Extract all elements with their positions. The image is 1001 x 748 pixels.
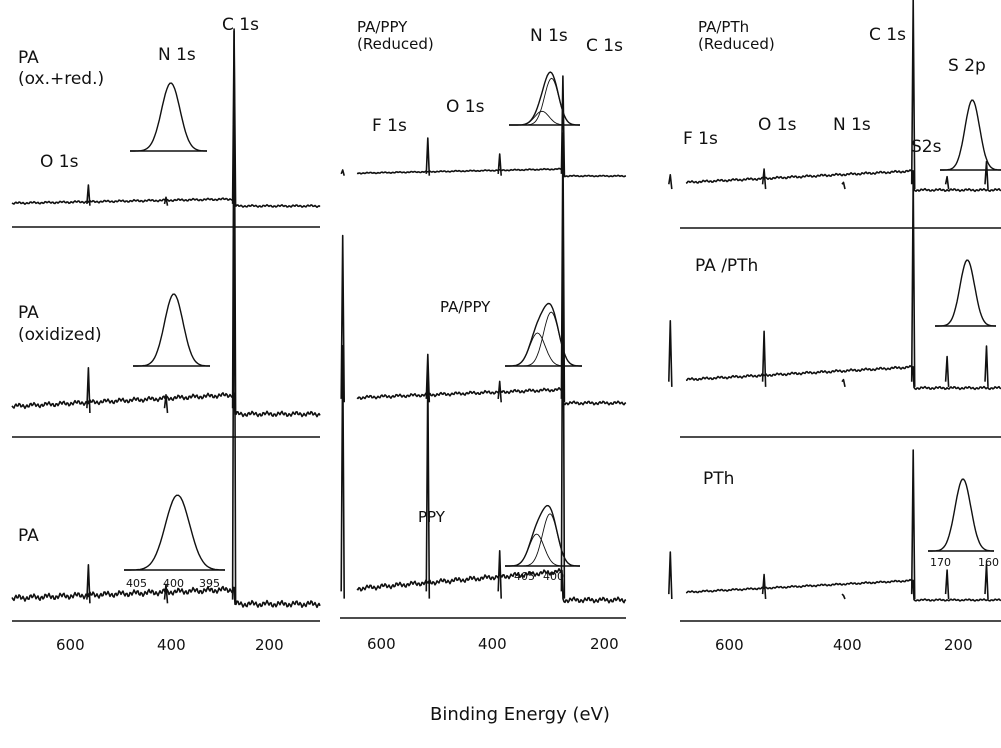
left-panel3-inset: 405 400 395 [124, 494, 226, 590]
mid-panel2-inset-component-1 [505, 332, 582, 367]
mid-panel2-plot [340, 132, 627, 406]
mid-panel3-inset: 405 400 [505, 504, 580, 583]
mid-f1s-label: F 1s [372, 116, 407, 136]
right-panel1-trace [668, 0, 1001, 193]
left-xtick-400: 400 [157, 636, 186, 654]
mid-inset-tick-405: 405 [514, 570, 535, 583]
right-panel3-title: PTh [703, 469, 734, 489]
left-panel3-title-line1: PA [18, 526, 39, 546]
mid-panel1-inset [509, 71, 580, 126]
left-panel3-inset-envelope [124, 494, 226, 571]
right-panel2-inset [935, 259, 997, 327]
right-xtick-600: 600 [715, 636, 744, 654]
mid-panel1-title-line2: (Reduced) [357, 35, 434, 53]
left-n1s-label: N 1s [158, 45, 196, 65]
left-panel2-plot [11, 28, 321, 438]
mid-c1s-label: C 1s [586, 36, 623, 56]
left-xtick-200: 200 [255, 636, 284, 654]
mid-panel3-trace [340, 189, 627, 604]
mid-xtick-200: 200 [590, 635, 619, 653]
x-axis-title: Binding Energy (eV) [430, 704, 610, 725]
mid-panel1-trace [340, 75, 627, 178]
mid-panel1-inset-envelope [509, 71, 580, 126]
mid-panel3-title: PPY [418, 508, 446, 526]
right-o1s-label: O 1s [758, 115, 797, 135]
right-panel1-inset-envelope [940, 99, 1001, 171]
left-xtick-600: 600 [56, 636, 85, 654]
mid-xtick-600: 600 [367, 635, 396, 653]
left-panel1-trace [11, 30, 321, 208]
right-xtick-200: 200 [944, 636, 973, 654]
right-inset-tick-160: 160 [978, 556, 999, 569]
right-s2p-label: S 2p [948, 56, 986, 76]
mid-panel2-inset [505, 302, 582, 367]
right-panel1-inset [940, 99, 1001, 171]
mid-panel1-title-line1: PA/PPY [357, 18, 408, 36]
left-panel2-inset [133, 293, 211, 367]
left-panel1-plot [11, 30, 321, 228]
right-xtick-400: 400 [833, 636, 862, 654]
left-c1s-label: C 1s [222, 15, 259, 35]
right-column: PA/PTh (Reduced) F 1s O 1s N 1s C 1s S2s… [668, 0, 1001, 654]
right-panel2-trace [668, 177, 1001, 391]
left-panel1-title-line2: (ox.+red.) [18, 69, 104, 89]
left-panel2-title-line2: (oxidized) [18, 325, 102, 345]
left-inset-tick-395: 395 [199, 577, 220, 590]
mid-n1s-label: N 1s [530, 26, 568, 46]
mid-inset-tick-400: 400 [543, 570, 564, 583]
mid-panel2-trace [340, 132, 627, 406]
left-panel1-title-line1: PA [18, 48, 39, 68]
left-panel2-inset-envelope [133, 293, 211, 367]
left-panel2-trace [11, 28, 321, 418]
mid-panel3-inset-component-2 [505, 513, 580, 567]
mid-o1s-label: O 1s [446, 97, 485, 117]
left-panel3-plot: 600 400 200 [11, 113, 321, 654]
right-s2s-label: S2s [911, 137, 942, 157]
right-panel1-title-line2: (Reduced) [698, 35, 775, 53]
left-panel3-trace [11, 113, 321, 609]
mid-panel3-inset-component-1 [505, 533, 580, 567]
left-panel2-title-line1: PA [18, 303, 39, 323]
left-panel1-inset [130, 82, 208, 152]
right-panel2-inset-envelope [935, 259, 997, 327]
middle-column: PA/PPY (Reduced) F 1s O 1s N 1s C 1s PA/… [340, 18, 627, 653]
right-panel3-inset-envelope [928, 478, 995, 552]
right-f1s-label: F 1s [683, 129, 718, 149]
mid-xtick-400: 400 [478, 635, 507, 653]
right-inset-tick-170: 170 [930, 556, 951, 569]
mid-panel3-plot: 600 400 200 [340, 189, 627, 653]
left-column: PA (ox.+red.) O 1s N 1s C 1s PA (oxidize… [11, 15, 321, 654]
right-panel2-plot [668, 177, 1001, 438]
mid-panel2-inset-envelope [505, 302, 582, 367]
right-panel1-plot [668, 0, 1001, 229]
left-panel1-inset-envelope [130, 82, 208, 152]
right-panel3-trace [668, 449, 1001, 602]
left-inset-tick-405: 405 [126, 577, 147, 590]
right-n1s-label: N 1s [833, 115, 871, 135]
right-panel2-title: PA /PTh [695, 256, 758, 276]
mid-panel1-plot [340, 75, 627, 178]
left-inset-tick-400: 400 [163, 577, 184, 590]
right-panel3-plot: 600 400 200 [668, 449, 1001, 654]
mid-panel2-title: PA/PPY [440, 298, 491, 316]
mid-panel2-inset-component-2 [505, 311, 582, 367]
right-panel3-inset: 170 160 [928, 478, 999, 569]
left-o1s-label: O 1s [40, 152, 79, 172]
right-c1s-label: C 1s [869, 25, 906, 45]
right-panel1-title-line1: PA/PTh [698, 18, 749, 36]
mid-panel3-inset-envelope [505, 504, 580, 567]
